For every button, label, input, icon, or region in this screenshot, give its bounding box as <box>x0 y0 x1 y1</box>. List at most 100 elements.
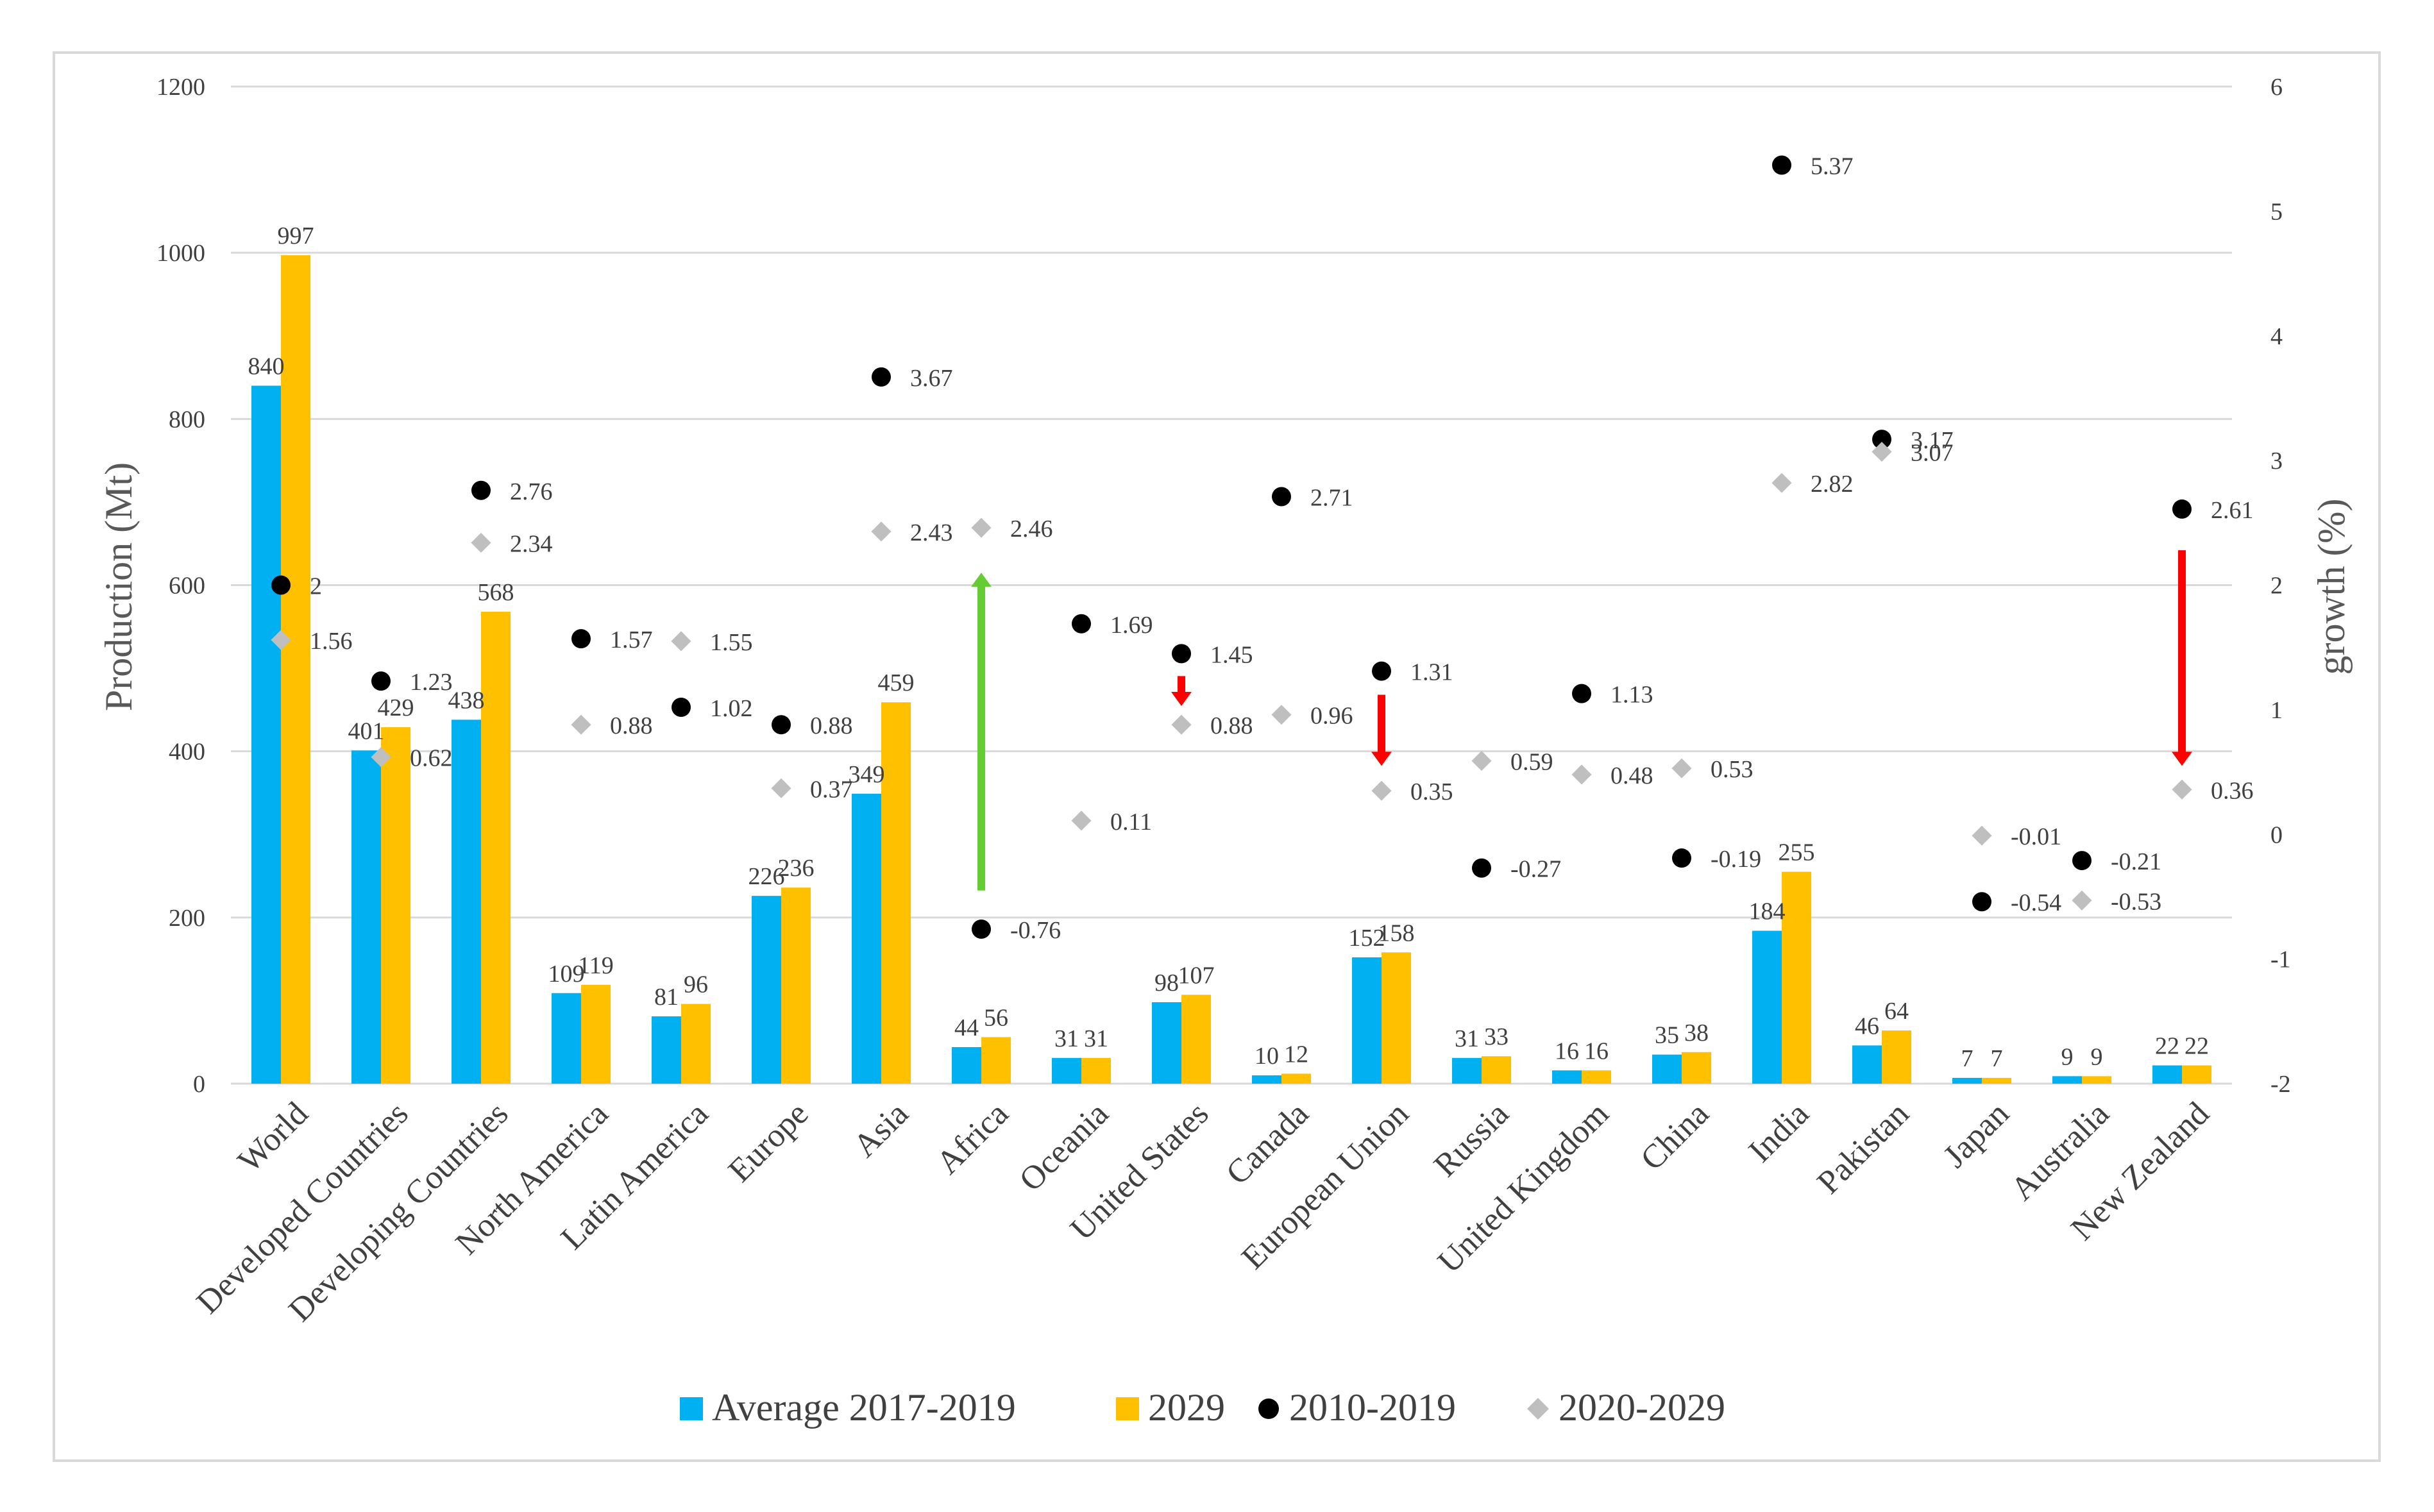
right-tick-label: -2 <box>2270 1071 2291 1098</box>
bar-value-label: 997 <box>278 223 314 249</box>
growth-value-label: 2.76 <box>510 478 553 505</box>
growth-2020-2029-point <box>1371 780 1392 801</box>
bar-value-label: 438 <box>448 687 485 714</box>
left-tick-label: 600 <box>169 573 205 600</box>
growth-value-label: 3.67 <box>910 365 953 392</box>
bar-value-label: 107 <box>1178 962 1215 989</box>
growth-2010-2019-point <box>1772 155 1791 175</box>
category-label: World <box>231 1095 315 1179</box>
growth-2010-2019-point <box>2072 851 2092 871</box>
right-tick-label: 2 <box>2270 573 2283 600</box>
bar-value-label: 7 <box>1991 1045 2003 1072</box>
arrows <box>971 550 2192 891</box>
growth-value-label: 0.36 <box>2211 777 2254 804</box>
bar <box>1652 1054 1682 1084</box>
bar <box>1952 1077 1982 1084</box>
legend-label: 2020-2029 <box>1559 1386 1725 1429</box>
growth-value-label: 0.35 <box>1410 778 1453 805</box>
category-label: Africa <box>929 1095 1015 1181</box>
growth-2010-2019-point <box>1472 858 1491 878</box>
bar <box>1582 1070 1611 1084</box>
bar-value-label: 64 <box>1884 998 1909 1025</box>
bar-value-label: 459 <box>878 669 915 696</box>
growth-2010-2019-point <box>972 919 991 939</box>
left-tick-label: 1000 <box>156 240 205 267</box>
bar <box>752 896 781 1084</box>
growth-2020-2029-point <box>771 778 791 798</box>
growth-value-label: 2.43 <box>910 519 953 546</box>
growth-2010-2019-point <box>1872 430 1891 449</box>
left-tick-label: 0 <box>193 1071 205 1098</box>
bar-value-label: 31 <box>1054 1025 1079 1052</box>
bar <box>281 255 310 1084</box>
growth-value-label: 1.56 <box>310 628 353 655</box>
growth-value-label: 2.71 <box>1310 484 1353 511</box>
bar-value-label: 81 <box>654 984 679 1011</box>
bar <box>852 793 881 1084</box>
axes: Production (Mt) growth (%) 0 200 400 600 800… <box>97 74 2353 1329</box>
legend-marker <box>1527 1398 1549 1420</box>
bar <box>1281 1073 1311 1084</box>
legend-label: 2029 <box>1148 1386 1225 1429</box>
legend-label: 2010-2019 <box>1289 1386 1456 1429</box>
legend-swatch <box>680 1397 703 1420</box>
growth-value-label: 0.96 <box>1310 703 1353 730</box>
growth-2020-2029-point <box>1171 714 1192 735</box>
bar <box>552 993 581 1084</box>
growth-value-label: -0.27 <box>1510 856 1561 883</box>
bar-value-label: 109 <box>548 961 585 987</box>
bar-value-label: 10 <box>1255 1043 1279 1070</box>
legend-label: Average 2017-2019 <box>712 1386 1016 1429</box>
growth-2020-2029-point <box>1271 705 1292 725</box>
bar-value-label: 158 <box>1378 920 1415 946</box>
growth-2010-2019-point <box>1172 644 1191 664</box>
growth-value-label: -0.53 <box>2111 888 2161 915</box>
category-label: Japan <box>1936 1095 2016 1175</box>
bar <box>781 887 811 1084</box>
growth-2020-2029-point <box>1771 473 1792 493</box>
growth-value-label: 5.37 <box>1811 153 1854 180</box>
bar-value-label: 16 <box>1584 1037 1609 1064</box>
growth-2020-2029-point <box>1972 825 1992 846</box>
trend-arrow-head <box>971 573 992 587</box>
bar-value-label: 31 <box>1084 1025 1108 1052</box>
growth-2010-2019-point <box>1272 487 1291 507</box>
category-label: Pakistan <box>1811 1095 1916 1201</box>
bar-value-label: 44 <box>954 1014 979 1041</box>
left-axis-title: Production (Mt) <box>97 462 140 711</box>
legend: Average 2017-2019 2029 2010-2019 2020-2029 <box>680 1386 1725 1429</box>
bar-value-label: 184 <box>1749 898 1786 925</box>
bar <box>381 727 410 1084</box>
bar <box>351 750 381 1084</box>
growth-value-label: -0.19 <box>1711 846 1761 873</box>
growth-value-label: 0.62 <box>410 745 453 772</box>
category-label: United Kingdom <box>1431 1095 1616 1280</box>
trend-arrow-head <box>2172 752 2192 766</box>
bar-value-label: 46 <box>1855 1012 1879 1039</box>
growth-2020-2029-point <box>871 521 892 542</box>
bar <box>1252 1075 1281 1084</box>
bar <box>581 984 611 1084</box>
category-label: Oceania <box>1013 1095 1116 1198</box>
bar <box>1452 1057 1482 1084</box>
category-label: China <box>1634 1095 1716 1177</box>
gridlines <box>231 85 2232 1085</box>
trend-arrow-head <box>1171 692 1192 707</box>
bar-value-label: 119 <box>578 952 614 979</box>
bar <box>1882 1030 1911 1084</box>
growth-value-label: -0.54 <box>2011 889 2061 916</box>
bar <box>1982 1077 2011 1084</box>
growth-2020-2029-point <box>1571 764 1592 785</box>
growth-value-label: 2.34 <box>510 530 553 557</box>
right-tick-label: 1 <box>2270 697 2283 724</box>
growth-2010-2019-point <box>471 480 491 500</box>
bar-value-label: 349 <box>849 761 885 788</box>
bar-value-label: 12 <box>1284 1041 1308 1068</box>
growth-2020-2029-point <box>471 532 491 553</box>
bar <box>981 1037 1011 1084</box>
bar <box>2052 1076 2082 1084</box>
bar <box>2182 1065 2211 1084</box>
growth-value-label: 1.57 <box>610 626 653 653</box>
bar <box>1782 871 1811 1084</box>
category-label: Europe <box>722 1095 815 1189</box>
